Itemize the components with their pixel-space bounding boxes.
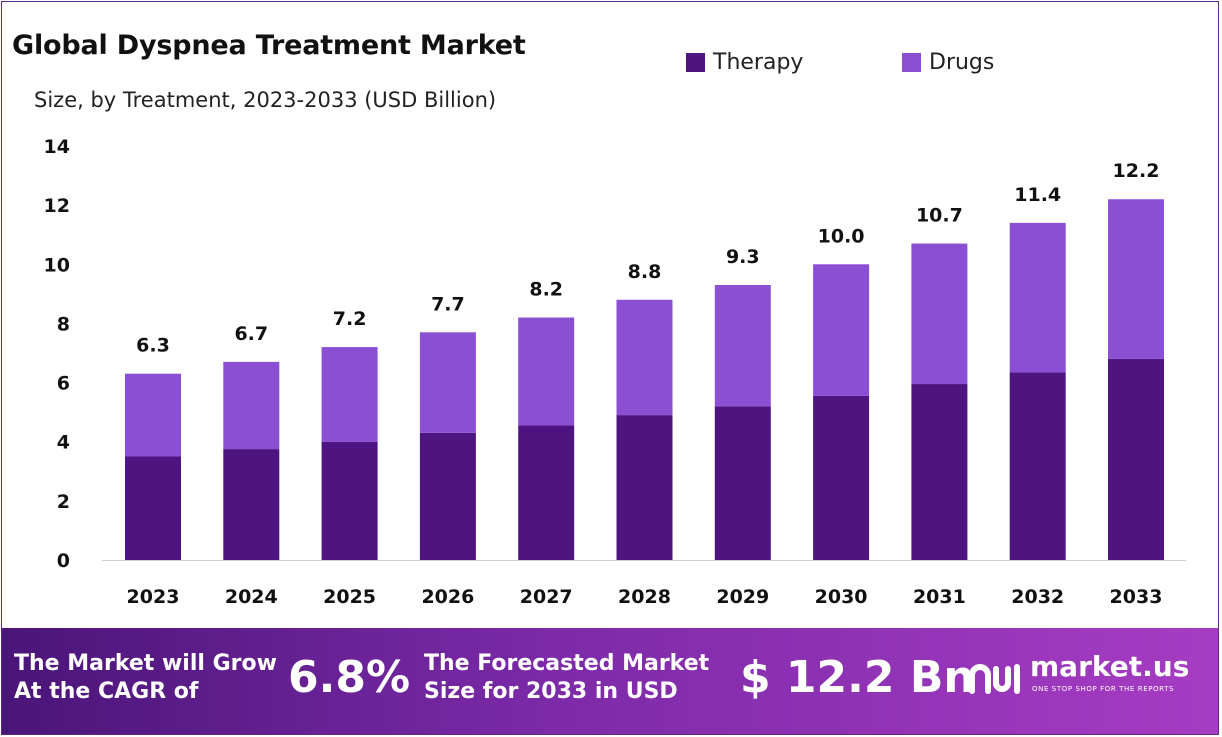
legend-swatch-therapy xyxy=(686,53,705,72)
cagr-label-line2: At the CAGR of xyxy=(14,679,199,704)
bar-drugs-2024 xyxy=(223,361,280,450)
forecast-label-line1: The Forecasted Market xyxy=(424,651,710,676)
bar-chart: 0 2 4 6 8 10 12 14 6.3 2023 6.7 2024 7.2 2025 7.7 2026 8… xyxy=(44,136,1186,608)
bar-drugs-2033 xyxy=(1108,199,1164,359)
x-tick-label: 2030 xyxy=(815,586,868,608)
data-label-total: 7.7 xyxy=(431,293,465,315)
x-tick-label: 2023 xyxy=(127,586,180,608)
data-label-total: 10.0 xyxy=(818,225,865,247)
x-tick-label: 2033 xyxy=(1110,586,1163,608)
bar-therapy-2029 xyxy=(714,406,771,560)
legend-item-therapy: Therapy xyxy=(686,50,803,75)
x-tick-label: 2025 xyxy=(323,586,376,608)
chart-title: Global Dyspnea Treatment Market xyxy=(12,30,526,61)
legend-swatch-drugs xyxy=(902,53,921,72)
x-tick-label: 2027 xyxy=(520,586,573,608)
x-tick-label: 2031 xyxy=(913,586,966,608)
bar-therapy-2023 xyxy=(125,456,181,560)
legend-label-drugs: Drugs xyxy=(929,50,995,75)
bar-therapy-2030 xyxy=(813,395,870,560)
y-tick-label: 2 xyxy=(57,491,70,513)
chart-subtitle: Size, by Treatment, 2023-2033 (USD Billi… xyxy=(34,88,497,112)
data-label-total: 9.3 xyxy=(726,246,760,268)
bar-drugs-2025 xyxy=(321,347,378,442)
data-label-total: 6.3 xyxy=(136,335,170,357)
bar-therapy-2031 xyxy=(911,384,968,560)
bar-drugs-2029 xyxy=(714,284,771,407)
x-tick-label: 2028 xyxy=(618,586,671,608)
x-tick-label: 2026 xyxy=(421,586,474,608)
x-tick-label: 2029 xyxy=(716,586,769,608)
bar-therapy-2032 xyxy=(1009,372,1066,560)
bar-therapy-2028 xyxy=(616,415,673,560)
y-tick-label: 12 xyxy=(44,195,70,217)
brand-tagline: ONE STOP SHOP FOR THE REPORTS xyxy=(1032,685,1175,693)
y-tick-label: 10 xyxy=(44,254,70,276)
y-tick-label: 6 xyxy=(57,373,70,395)
x-tick-label: 2032 xyxy=(1011,586,1064,608)
data-label-total: 10.7 xyxy=(916,205,963,227)
bar-drugs-2027 xyxy=(518,317,575,426)
data-label-total: 6.7 xyxy=(234,323,268,345)
data-label-total: 8.8 xyxy=(628,261,662,283)
y-tick-label: 14 xyxy=(44,136,70,158)
cagr-value: 6.8% xyxy=(288,652,411,703)
legend-item-drugs: Drugs xyxy=(902,50,994,75)
data-label-total: 7.2 xyxy=(333,308,367,330)
data-label-total: 8.2 xyxy=(529,279,563,301)
bar-therapy-2027 xyxy=(518,425,575,560)
data-label-total: 11.4 xyxy=(1014,184,1061,206)
x-tick-label: 2024 xyxy=(225,586,278,608)
y-tick-label: 4 xyxy=(57,432,70,454)
cagr-label-line1: The Market will Grow xyxy=(14,651,277,676)
bar-therapy-2026 xyxy=(419,432,476,560)
bar-therapy-2033 xyxy=(1108,358,1164,560)
y-tick-label: 0 xyxy=(57,550,70,572)
bar-drugs-2030 xyxy=(813,264,870,396)
bar-therapy-2025 xyxy=(321,441,378,560)
bar-drugs-2031 xyxy=(911,243,968,385)
bar-drugs-2026 xyxy=(419,332,476,433)
brand-name: market.us xyxy=(1030,650,1190,683)
legend-label-therapy: Therapy xyxy=(713,50,804,75)
market-us-logo-icon xyxy=(969,664,1020,694)
bar-drugs-2023 xyxy=(125,373,181,457)
forecast-value: $ 12.2 Bn xyxy=(740,652,975,703)
bar-drugs-2032 xyxy=(1009,222,1066,373)
data-label-total: 12.2 xyxy=(1113,160,1160,182)
bar-drugs-2028 xyxy=(616,299,673,416)
forecast-label-line2: Size for 2033 in USD xyxy=(424,679,678,704)
y-tick-label: 8 xyxy=(57,313,70,335)
bar-therapy-2024 xyxy=(223,449,280,560)
